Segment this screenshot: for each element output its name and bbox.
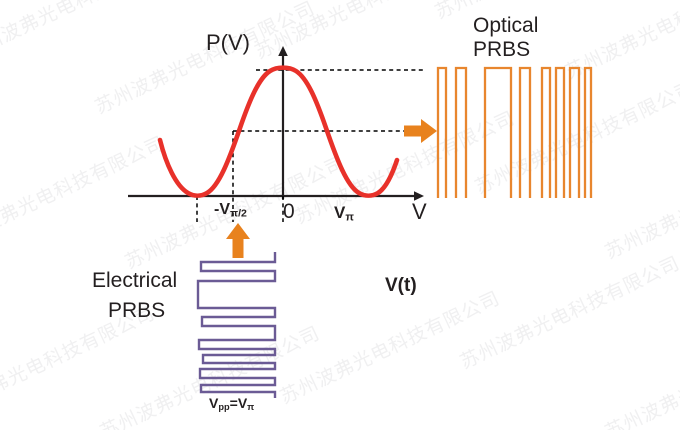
power-axis-label: P(V) bbox=[206, 30, 250, 55]
transfer-function-curve bbox=[157, 65, 400, 198]
optical-prbs-label-line1: Optical bbox=[473, 14, 539, 37]
drive-signal-label: V(t) bbox=[385, 275, 417, 296]
vpp-subscript-pp: pp bbox=[218, 402, 230, 413]
arrow-group bbox=[226, 119, 437, 258]
bias-point-subscript: π/2 bbox=[230, 207, 247, 220]
electrical-prbs-label-line2: PRBS bbox=[108, 299, 166, 322]
v-pi-base: V bbox=[334, 203, 346, 222]
v-pi-subscript: π bbox=[345, 211, 354, 224]
optical-prbs-path bbox=[436, 66, 593, 198]
right-arrow-output-icon bbox=[404, 119, 437, 143]
electrical-prbs-waveform bbox=[196, 252, 277, 398]
electrical-prbs-label-line1: Electrical bbox=[92, 269, 178, 292]
vpp-subscript-pi: π bbox=[247, 402, 255, 413]
bias-point-base: -V bbox=[214, 201, 230, 218]
up-arrow-bias-icon bbox=[226, 223, 250, 258]
optical-prbs-label-line2: PRBS bbox=[473, 38, 531, 61]
vpp-base: V bbox=[209, 395, 219, 411]
electrical-prbs-path bbox=[196, 252, 277, 398]
voltage-axis-label: V bbox=[412, 199, 427, 224]
y-axis-arrowhead bbox=[278, 46, 288, 56]
vpp-label: Vpp=Vπ bbox=[209, 395, 254, 412]
pv-curve-path bbox=[157, 65, 400, 198]
x-axis-arrowhead bbox=[414, 191, 424, 201]
v-pi-tick-label: Vπ bbox=[334, 203, 354, 223]
optical-prbs-waveform bbox=[436, 66, 593, 198]
origin-tick-label: 0 bbox=[283, 200, 295, 223]
vpp-equals: =V bbox=[229, 395, 248, 411]
bias-point-tick-label: -Vπ/2 bbox=[214, 201, 247, 219]
